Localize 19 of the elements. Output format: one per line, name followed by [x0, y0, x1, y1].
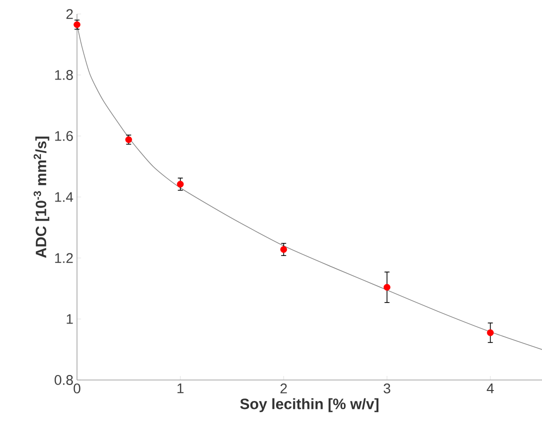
point	[384, 284, 390, 291]
x-tick-label: 4	[486, 384, 494, 394]
point	[176, 180, 184, 188]
y-tick-label: 1.2	[55, 253, 73, 263]
point	[486, 329, 494, 336]
point	[280, 246, 288, 253]
x-tick-label: 2	[280, 384, 287, 394]
x-tick-label: 0	[74, 384, 80, 394]
y-tick-label: 2	[66, 9, 73, 19]
x-axis-title: Soy lecithin [% w/v]	[240, 398, 378, 412]
y-tick-label: 1.8	[55, 70, 73, 80]
y-tick-label: 1.6	[55, 131, 73, 141]
y-tick-label: 1.4	[55, 192, 74, 202]
y-axis-title: ADC [10$^{-3}$ mm$^{2}$/s]	[34, 136, 50, 258]
y-tick-label: 0.8	[54, 375, 73, 385]
y-tick-label: 1	[66, 314, 73, 324]
point	[74, 21, 80, 28]
x-tick-label: 3	[384, 384, 390, 394]
x-tick-label: 1	[178, 384, 184, 394]
